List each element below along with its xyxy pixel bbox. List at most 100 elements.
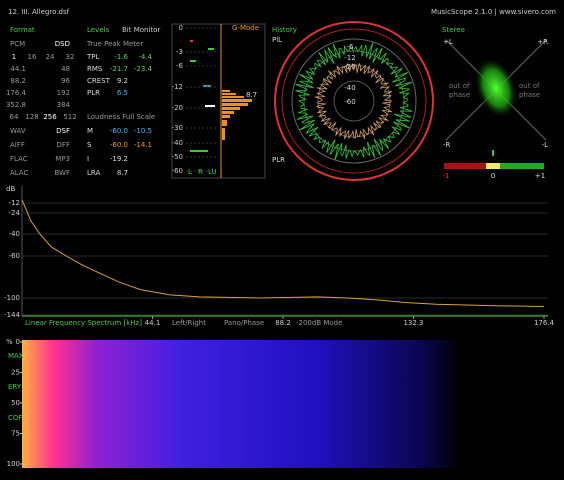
loudness-value: 8.7 [117, 169, 128, 177]
sample-rate: 88.2 [10, 77, 26, 85]
label: phase [449, 91, 470, 99]
label: out of [519, 82, 540, 90]
y-tick-label: -144 [4, 311, 20, 319]
y-tick-label: -24 [9, 209, 21, 217]
y-tick-label: -100 [4, 294, 20, 302]
mode-button[interactable]: -200dB Mode [296, 319, 342, 327]
mode-button[interactable]: Pano/Phase [224, 319, 264, 327]
spectrogram [22, 340, 556, 468]
loudness-value: LRA [87, 169, 100, 177]
sample-rate: 48 [61, 65, 70, 73]
gmode-meters [190, 40, 215, 152]
level-value: CREST [87, 77, 111, 85]
level-value: -21.7 [110, 65, 128, 73]
mode-button[interactable]: Left/Right [172, 319, 206, 327]
x-tick-label: 88.2 [275, 319, 291, 327]
gmode-frame [171, 23, 266, 179]
level-value: -1.6 [114, 53, 128, 61]
level-value: TPL [86, 53, 99, 61]
panel-title: History [272, 26, 297, 34]
file-format: MP3 [55, 155, 70, 163]
panel-title: Stereo [442, 26, 465, 34]
sample-rate: 192 [57, 89, 70, 97]
loudness-value: -19.2 [110, 155, 128, 163]
level-value: 6.5 [117, 89, 128, 97]
label: phase [519, 91, 540, 99]
spectrogram-marker: COF [8, 414, 22, 422]
sample-rate: 352.8 [6, 101, 26, 109]
sample-rate: 256 [43, 113, 57, 121]
axis-unit: dB [6, 185, 15, 193]
file-format: AIFF [10, 141, 25, 149]
label: PLR [272, 156, 285, 164]
sample-rate: 16 [28, 53, 37, 61]
axis-unit: % [6, 338, 13, 346]
correlation-bar [444, 150, 544, 169]
ring-label: -20 [344, 63, 355, 71]
file-format: BWF [54, 169, 70, 177]
loudness-value: M [87, 127, 93, 135]
label: True Peak Meter [86, 40, 143, 48]
gmode-scale: -40 [172, 139, 183, 147]
loudness-value: -60.0 [110, 141, 128, 149]
sample-rate: 384 [57, 101, 71, 109]
label: out of [449, 82, 470, 90]
level-value: -23.4 [134, 65, 153, 73]
loudness-value: S [87, 141, 92, 149]
ring-label: -12 [344, 54, 355, 62]
stereo-corner: -R [443, 141, 451, 149]
history-trace [314, 62, 393, 140]
spectrum-line [21, 199, 545, 307]
y-tick-label: 75 [11, 430, 20, 438]
axis-title: Linear Frequency Spectrum [kHz] [25, 319, 142, 327]
level-value: RMS [87, 65, 103, 73]
level-value: PLR [87, 89, 100, 97]
channel-label: LU [208, 168, 217, 176]
file-format: DFF [57, 141, 70, 149]
file-format: WAV [10, 127, 26, 135]
gmode-scale: 0 [179, 24, 183, 32]
sample-rate: 1 [12, 53, 16, 61]
gmode-scale: -60 [172, 167, 183, 175]
level-value: -4.4 [138, 53, 152, 61]
loudness-value: -60.0 [110, 127, 128, 135]
y-tick-label: 25 [11, 369, 20, 377]
sample-rate: 128 [25, 113, 38, 121]
file-format: DSF [56, 127, 70, 135]
channel-label: L [188, 168, 192, 176]
label: DSD [55, 40, 70, 48]
gmode-scale: -12 [172, 83, 183, 91]
panel-title: Format [10, 26, 35, 34]
gmode-scale: -3 [176, 48, 183, 56]
gmode-scale: -6 [176, 62, 184, 70]
sample-rate: 96 [61, 77, 70, 85]
channel-label: R [198, 168, 203, 176]
stereo-corner: +R [537, 38, 548, 46]
file-format: FLAC [10, 155, 28, 163]
ring-label: -40 [344, 84, 355, 92]
panel-title: Bit Monitor [122, 26, 160, 34]
ring-label: -6 [347, 43, 355, 51]
y-tick-label: 100 [7, 460, 20, 468]
file-name: 12. III. Allegro.dsf [8, 8, 70, 16]
label: Loudness Full Scale [87, 113, 155, 121]
sample-rate: 44.1 [10, 65, 26, 73]
gmode-scale: -30 [172, 124, 183, 132]
ring-label: -60 [344, 98, 355, 106]
y-tick-label: -40 [9, 230, 20, 238]
loudness-value: -14.1 [134, 141, 152, 149]
history-trace [295, 42, 413, 160]
y-tick-label: 50 [11, 399, 20, 407]
sample-rate: 24 [46, 53, 55, 61]
x-tick-label: 132.3 [403, 319, 423, 327]
stereo-corner: +L [443, 38, 453, 46]
sample-rate: 32 [66, 53, 75, 61]
app-title: MusicScope 2.1.0 | www.sivero.com [431, 8, 556, 16]
label: PCM [10, 40, 25, 48]
label: PlL [272, 36, 282, 44]
sample-rate: 512 [63, 113, 76, 121]
stereo-corner: -L [542, 141, 549, 149]
file-format: ALAC [10, 169, 29, 177]
y-tick-label: -12 [9, 199, 20, 207]
gmode-histogram [222, 90, 252, 140]
